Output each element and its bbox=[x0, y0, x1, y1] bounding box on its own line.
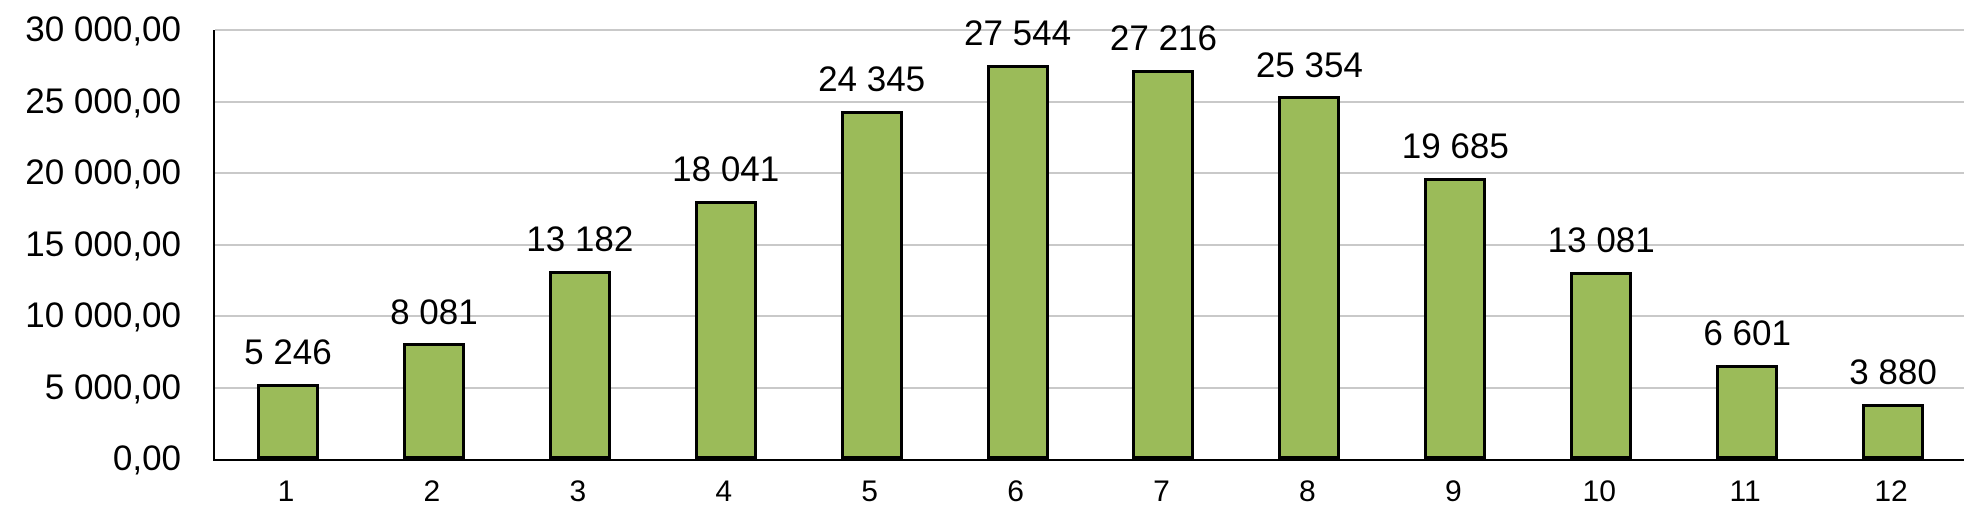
x-tick-label: 5 bbox=[861, 475, 878, 508]
x-tick-label: 4 bbox=[715, 475, 733, 508]
bar-value-label: 13 081 bbox=[1547, 221, 1655, 261]
y-tick-label: 25 000,00 bbox=[25, 81, 181, 121]
x-tick-label: 3 bbox=[569, 475, 587, 508]
x-tick-label: 8 bbox=[1299, 475, 1316, 508]
bar bbox=[1132, 69, 1195, 459]
gridline bbox=[215, 172, 1964, 175]
bar bbox=[402, 343, 465, 459]
plot-area: 5 246 8 081 13 182 18 041 24 345 27 544 27 216… bbox=[213, 16, 1964, 461]
bar bbox=[1424, 177, 1487, 459]
bar-value-label: 3 880 bbox=[1849, 352, 1937, 392]
bar bbox=[548, 270, 611, 459]
gridline bbox=[215, 315, 1964, 318]
bar-value-label: 5 246 bbox=[244, 333, 332, 373]
bar bbox=[256, 383, 319, 459]
bar-value-label: 13 182 bbox=[526, 219, 634, 259]
x-tick-label: 10 bbox=[1582, 475, 1616, 508]
bar-value-label: 6 601 bbox=[1703, 313, 1791, 353]
x-tick-label: 12 bbox=[1874, 475, 1908, 508]
y-tick-label: 15 000,00 bbox=[25, 224, 181, 264]
x-axis: 1 2 3 4 5 6 7 8 9 10 11 12 bbox=[213, 474, 1964, 514]
x-tick-label: 1 bbox=[277, 475, 295, 508]
y-tick-label: 20 000,00 bbox=[25, 153, 181, 192]
x-tick-label: 6 bbox=[1007, 475, 1024, 508]
bar-value-label: 8 081 bbox=[390, 292, 478, 332]
bar-value-label: 19 685 bbox=[1401, 126, 1509, 166]
x-tick-label: 11 bbox=[1729, 475, 1761, 508]
gridline bbox=[215, 386, 1964, 389]
bar bbox=[986, 65, 1049, 459]
bar-value-label: 25 354 bbox=[1255, 45, 1363, 85]
bar-value-label: 18 041 bbox=[672, 150, 780, 190]
bar bbox=[1570, 271, 1633, 459]
x-tick-label: 2 bbox=[423, 475, 441, 508]
x-tick-label: 9 bbox=[1444, 475, 1462, 508]
bar-value-label: 27 544 bbox=[964, 14, 1072, 54]
bar bbox=[1716, 364, 1779, 459]
y-tick-label: 30 000,00 bbox=[25, 10, 181, 49]
y-tick-label: 10 000,00 bbox=[25, 296, 181, 335]
y-axis: 0,00 5 000,00 10 000,00 15 000,00 20 000,00 2… bbox=[0, 0, 181, 519]
bar-value-label: 24 345 bbox=[818, 60, 926, 100]
bar bbox=[1278, 96, 1341, 459]
bar-value-label: 27 216 bbox=[1109, 19, 1217, 59]
x-tick-label: 7 bbox=[1153, 475, 1170, 508]
y-tick-label: 5 000,00 bbox=[44, 367, 181, 407]
y-tick-label: 0,00 bbox=[112, 439, 181, 478]
bar bbox=[1862, 403, 1925, 459]
gridline bbox=[215, 100, 1964, 103]
bar bbox=[840, 110, 903, 459]
gridline bbox=[215, 243, 1964, 246]
bar bbox=[694, 201, 757, 459]
gridline bbox=[215, 29, 1964, 31]
